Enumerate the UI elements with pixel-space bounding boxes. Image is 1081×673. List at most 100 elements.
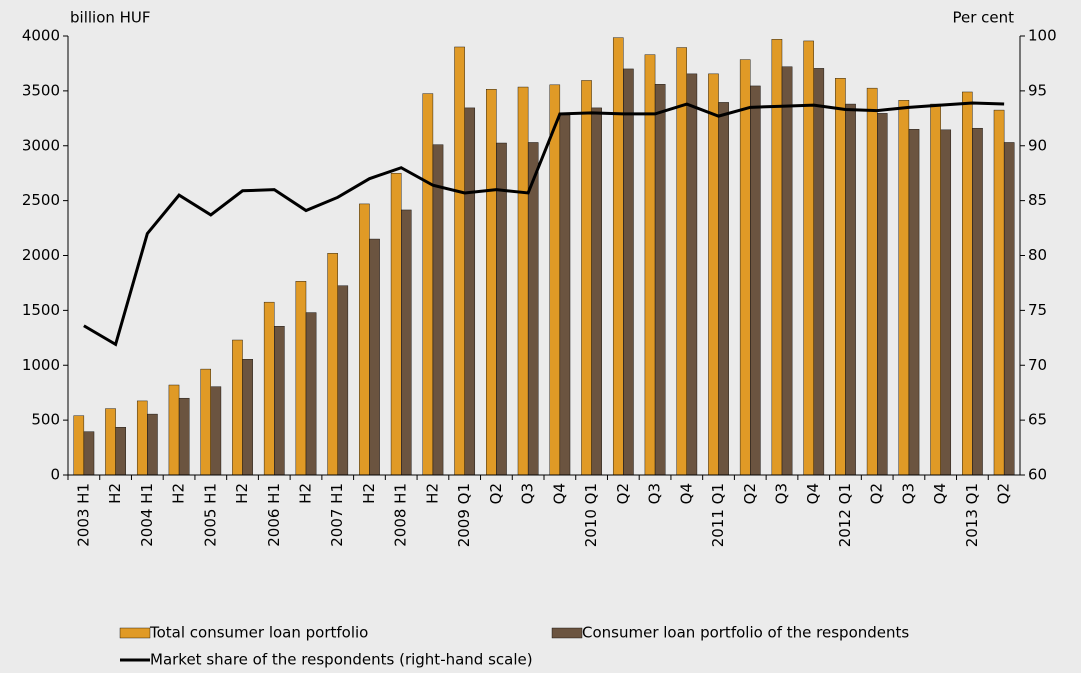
- legend-swatch: [551, 627, 583, 639]
- x-tick-label: Q2: [487, 483, 505, 504]
- x-tick-label: Q3: [773, 483, 791, 504]
- y2-tick-label: 100: [1028, 27, 1057, 45]
- x-tick-label: 2005 H1: [201, 483, 219, 547]
- y2-tick-label: 95: [1028, 81, 1047, 99]
- bar: [654, 84, 666, 476]
- bar: [972, 127, 983, 476]
- bar: [612, 37, 624, 476]
- bar: [327, 253, 338, 476]
- bar: [178, 397, 190, 476]
- y-tick-label: 4000: [22, 27, 60, 45]
- x-tick-label: 2013 Q1: [963, 483, 981, 547]
- y-tick-label: 1000: [22, 356, 60, 374]
- bar: [771, 39, 783, 476]
- bar: [422, 93, 434, 476]
- bar: [263, 301, 275, 476]
- bar: [242, 359, 253, 476]
- bar: [1003, 142, 1015, 476]
- x-tick-label: H2: [106, 483, 124, 504]
- y-tick-label: 3000: [22, 136, 60, 154]
- x-tick-label: Q4: [550, 483, 568, 504]
- bar: [708, 73, 719, 476]
- y2-tick-label: 60: [1028, 466, 1047, 484]
- x-tick-label: 2007 H1: [328, 483, 346, 547]
- bar: [390, 172, 402, 476]
- bar: [940, 129, 952, 476]
- bar: [644, 54, 656, 476]
- bar: [739, 59, 751, 476]
- y-tick-label: 500: [31, 411, 60, 429]
- x-tick-label: 2004 H1: [138, 483, 156, 547]
- x-tick-label: H2: [170, 483, 188, 504]
- x-tick-label: Q2: [614, 483, 632, 504]
- bar: [496, 142, 507, 476]
- x-tick-label: 2003 H1: [74, 483, 92, 547]
- x-tick-label: Q4: [677, 483, 695, 504]
- bar: [718, 102, 729, 476]
- y-tick-label: 1500: [22, 301, 60, 319]
- line: [83, 101, 1005, 347]
- bar: [432, 144, 444, 476]
- bar: [464, 107, 476, 476]
- x-tick-label: Q2: [868, 483, 886, 504]
- bar: [750, 85, 761, 476]
- bar: [781, 66, 793, 476]
- bar: [359, 203, 370, 476]
- y2-tick-label: 65: [1028, 411, 1047, 429]
- bar: [369, 238, 380, 476]
- bar: [591, 107, 602, 476]
- bar: [623, 68, 634, 476]
- y2-axis-label: Per cent: [952, 9, 1014, 27]
- legend-swatch: [119, 627, 151, 639]
- bar: [147, 413, 158, 476]
- x-tick-label: Q4: [804, 483, 822, 504]
- bar: [232, 339, 243, 476]
- bar: [105, 408, 116, 476]
- bar: [401, 209, 412, 476]
- y2-tick-label: 90: [1028, 136, 1047, 154]
- bar: [517, 86, 529, 476]
- x-tick-label: Q2: [995, 483, 1013, 504]
- y-tick-label: 3500: [22, 81, 60, 99]
- x-tick-label: 2006 H1: [265, 483, 283, 547]
- bar: [813, 68, 825, 476]
- bar: [676, 47, 687, 476]
- bar: [835, 78, 846, 476]
- x-tick-label: 2011 Q1: [709, 483, 727, 547]
- bar: [898, 100, 910, 476]
- bar: [83, 431, 95, 476]
- x-tick-label: H2: [233, 483, 251, 504]
- y2-tick-label: 75: [1028, 301, 1047, 319]
- y2-tick-label: 80: [1028, 246, 1047, 264]
- x-tick-label: H2: [297, 483, 315, 504]
- bar: [866, 87, 878, 476]
- bar: [200, 368, 212, 476]
- x-tick-label: Q2: [741, 483, 759, 504]
- legend-label: Market share of the respondents (right-h…: [150, 651, 533, 669]
- y-tick-label: 2500: [22, 191, 60, 209]
- x-tick-label: H2: [423, 483, 441, 504]
- x-tick-label: Q3: [646, 483, 664, 504]
- x-tick-label: H2: [360, 483, 378, 504]
- y-tick-label: 2000: [22, 246, 60, 264]
- bar: [877, 113, 888, 476]
- x-tick-label: 2009 Q1: [455, 483, 473, 547]
- bar: [486, 89, 497, 476]
- bar: [73, 415, 85, 476]
- bar: [454, 46, 465, 476]
- bar: [686, 73, 698, 476]
- bar: [581, 80, 592, 476]
- x-tick-label: Q4: [931, 483, 949, 504]
- bar: [168, 384, 180, 476]
- bar: [549, 84, 561, 476]
- bar: [930, 103, 941, 476]
- y-tick-label: 0: [50, 466, 60, 484]
- bar: [136, 400, 148, 476]
- x-tick-label: Q3: [899, 483, 917, 504]
- x-tick-label: Q3: [519, 483, 537, 504]
- bar: [115, 427, 126, 476]
- bar: [962, 91, 973, 476]
- bar: [337, 285, 349, 476]
- legend-label: Total consumer loan portfolio: [149, 624, 368, 642]
